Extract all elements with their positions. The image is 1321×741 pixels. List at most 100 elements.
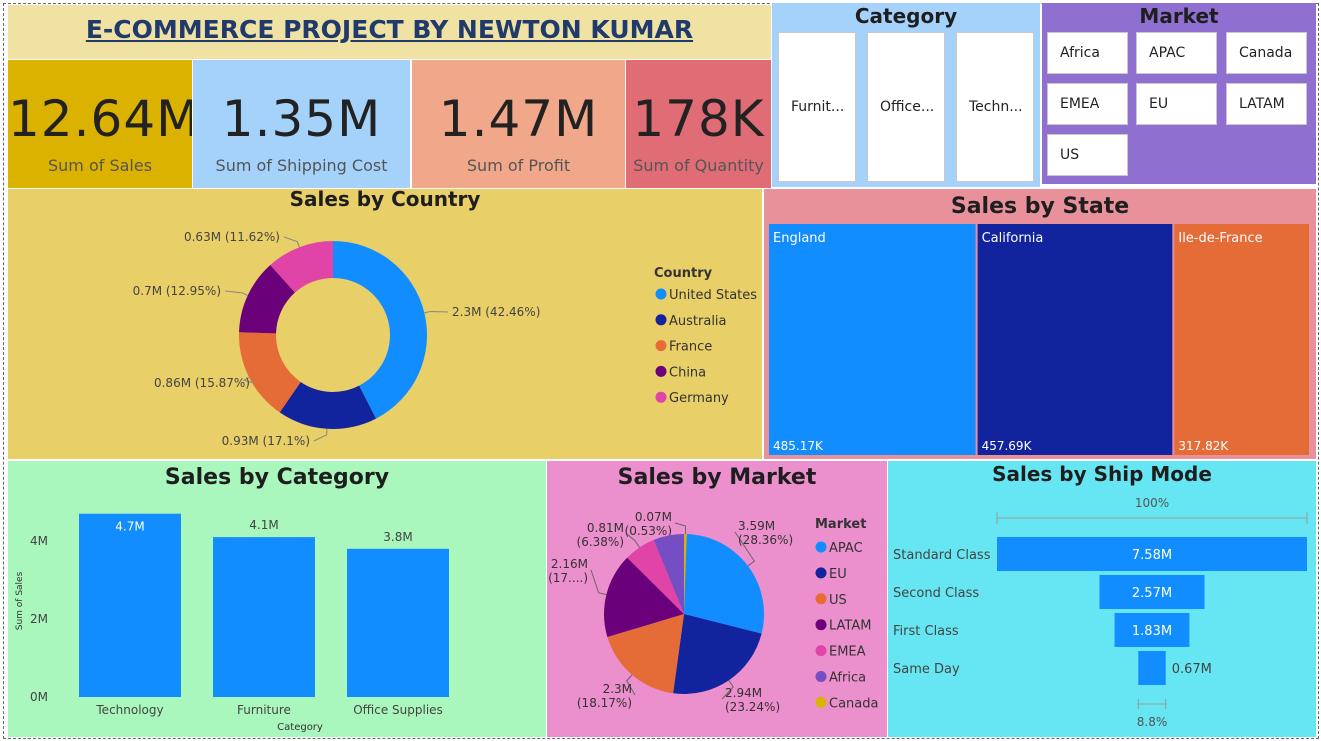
data-label: 1.83M bbox=[1132, 624, 1172, 639]
treemap-tile[interactable] bbox=[769, 224, 976, 455]
leader-line bbox=[626, 674, 636, 696]
sales-by-country-chart[interactable]: Sales by Country 2.3M (42.46%) 0.93M (17.1… bbox=[8, 189, 762, 459]
legend-item[interactable]: EU bbox=[829, 567, 847, 582]
data-label: (23.24%) bbox=[725, 700, 780, 714]
tile-value: 317.82K bbox=[1178, 439, 1229, 453]
x-tick-label: Technology bbox=[95, 703, 163, 717]
sales-by-state-chart[interactable]: Sales by State England 485.17K California 45… bbox=[764, 189, 1316, 459]
legend-marker bbox=[815, 696, 827, 708]
x-tick-label: Office Supplies bbox=[353, 703, 443, 717]
market-slicer-item[interactable]: EU bbox=[1136, 83, 1217, 125]
kpi-card-profit[interactable]: 1.47M Sum of Profit bbox=[412, 60, 625, 188]
funnel-bar[interactable] bbox=[1114, 613, 1190, 647]
y-tick-label: 0M bbox=[30, 690, 48, 704]
leader-line bbox=[313, 428, 328, 442]
kpi-sales-value: 12.64M bbox=[8, 90, 192, 148]
legend-item[interactable]: Africa bbox=[829, 671, 866, 686]
legend-item[interactable]: APAC bbox=[829, 541, 863, 556]
pie-slice[interactable] bbox=[673, 614, 762, 694]
market-slicer-item[interactable]: EMEA bbox=[1047, 83, 1128, 125]
legend-marker bbox=[815, 567, 827, 579]
funnel-bar[interactable] bbox=[997, 537, 1307, 571]
market-slicer: Market Africa APAC Canada EMEA EU LATAM … bbox=[1042, 3, 1316, 184]
kpi-card-shipping-cost[interactable]: 1.35M Sum of Shipping Cost bbox=[193, 60, 410, 188]
category-slicer-item[interactable]: Furnit... bbox=[778, 32, 856, 182]
legend-marker bbox=[655, 391, 667, 403]
x-tick-label: Furniture bbox=[237, 703, 291, 717]
y-tick-label: 4M bbox=[30, 534, 48, 548]
kpi-quantity-value: 178K bbox=[632, 90, 765, 148]
kpi-profit-label: Sum of Profit bbox=[466, 156, 571, 175]
market-slicer-item[interactable]: Africa bbox=[1047, 32, 1128, 74]
category-slicer-item[interactable]: Office... bbox=[867, 32, 945, 182]
legend-title: Market bbox=[815, 517, 866, 532]
market-slicer-item[interactable]: Canada bbox=[1226, 32, 1307, 74]
pie-slice[interactable] bbox=[684, 534, 764, 634]
legend-marker bbox=[815, 645, 827, 657]
chart-title: Sales by Market bbox=[618, 465, 817, 490]
treemap-tile[interactable] bbox=[1174, 224, 1309, 455]
pie-slice[interactable] bbox=[627, 539, 684, 614]
sales-by-market-panel: Sales by Market 0.07M (0.53%) 3.59M (28.36%)… bbox=[547, 461, 887, 737]
market-slicer-item[interactable]: APAC bbox=[1136, 32, 1217, 74]
legend-item[interactable]: France bbox=[669, 340, 712, 355]
data-label: 3.8M bbox=[383, 530, 412, 544]
market-slicer-item[interactable]: US bbox=[1047, 134, 1128, 176]
kpi-card-quantity[interactable]: 178K Sum of Quantity bbox=[626, 60, 771, 188]
funnel-bar[interactable] bbox=[1099, 575, 1205, 609]
kpi-sales-label: Sum of Sales bbox=[47, 156, 153, 175]
tile-label: England bbox=[773, 231, 826, 246]
tile-label: Ile-de-France bbox=[1178, 231, 1262, 246]
kpi-card-sales[interactable]: 12.64M Sum of Sales bbox=[8, 60, 192, 188]
donut-slice[interactable] bbox=[239, 264, 295, 334]
sales-by-state-panel: Sales by State England 485.17K California 45… bbox=[764, 189, 1316, 459]
legend-item[interactable]: China bbox=[669, 365, 706, 380]
data-label: 0.67M bbox=[1172, 662, 1212, 677]
donut-slice[interactable] bbox=[270, 241, 333, 293]
data-label: (6.38%) bbox=[577, 535, 624, 549]
sales-by-market-chart[interactable]: Sales by Market 0.07M(0.53%) 3.59M(28.36%)… bbox=[547, 461, 887, 737]
kpi-shipping-label: Sum of Shipping Cost bbox=[215, 156, 388, 175]
sales-by-country-panel: Sales by Country 2.3M (42.46%) 0.93M (17.1… bbox=[8, 189, 762, 459]
treemap-tile[interactable] bbox=[977, 224, 1173, 455]
legend-item[interactable]: EMEA bbox=[829, 645, 866, 660]
data-label: 0.81M bbox=[587, 521, 624, 535]
legend-item[interactable]: LATAM bbox=[829, 619, 871, 634]
pie-slice[interactable] bbox=[604, 557, 684, 638]
top-percent-label: 100% bbox=[1135, 496, 1169, 510]
funnel-bar[interactable] bbox=[1138, 651, 1166, 685]
bottom-percent-label: 8.8% bbox=[1137, 715, 1168, 729]
bar[interactable] bbox=[213, 537, 315, 697]
donut-slice[interactable] bbox=[333, 241, 428, 419]
funnel-category-label: Second Class bbox=[893, 586, 979, 601]
data-label: 0.7M (12.95%) bbox=[133, 284, 221, 298]
legend-item[interactable]: US bbox=[829, 593, 847, 608]
sales-by-ship-mode-chart[interactable]: Sales by Ship Mode 100% Standard Class 7.58… bbox=[888, 461, 1316, 737]
funnel-category-label: Same Day bbox=[893, 662, 960, 677]
bar[interactable] bbox=[347, 548, 449, 697]
market-slicer-item[interactable]: LATAM bbox=[1226, 83, 1307, 125]
pie-slice[interactable] bbox=[653, 534, 684, 614]
data-label: 2.3M bbox=[603, 682, 632, 696]
pie-slice[interactable] bbox=[607, 614, 684, 694]
tile-value: 485.17K bbox=[773, 439, 824, 453]
donut-slice[interactable] bbox=[279, 381, 377, 429]
donut-slice[interactable] bbox=[239, 332, 301, 413]
legend-item[interactable]: United States bbox=[669, 288, 757, 303]
legend-marker bbox=[655, 365, 667, 377]
legend-marker bbox=[655, 288, 667, 300]
data-label: 2.57M bbox=[1132, 586, 1172, 601]
data-label: 0.07M bbox=[635, 510, 672, 524]
category-slicer-item[interactable]: Techn... bbox=[956, 32, 1034, 182]
legend-item[interactable]: Australia bbox=[669, 314, 727, 329]
chart-title: Sales by Ship Mode bbox=[992, 462, 1212, 486]
leader-line bbox=[590, 569, 607, 596]
bar[interactable] bbox=[79, 513, 181, 697]
tile-label: California bbox=[982, 231, 1044, 246]
title-banner: E-COMMERCE PROJECT BY NEWTON KUMAR bbox=[8, 5, 771, 59]
data-label: 0.86M (15.87%) bbox=[154, 376, 250, 390]
pie-slice[interactable] bbox=[684, 534, 687, 614]
legend-item[interactable]: Germany bbox=[669, 391, 729, 406]
sales-by-category-chart[interactable]: Sales by Category 0M 2M 4M Sum of Sales 4.7M T… bbox=[8, 461, 546, 737]
legend-item[interactable]: Canada bbox=[829, 696, 878, 711]
